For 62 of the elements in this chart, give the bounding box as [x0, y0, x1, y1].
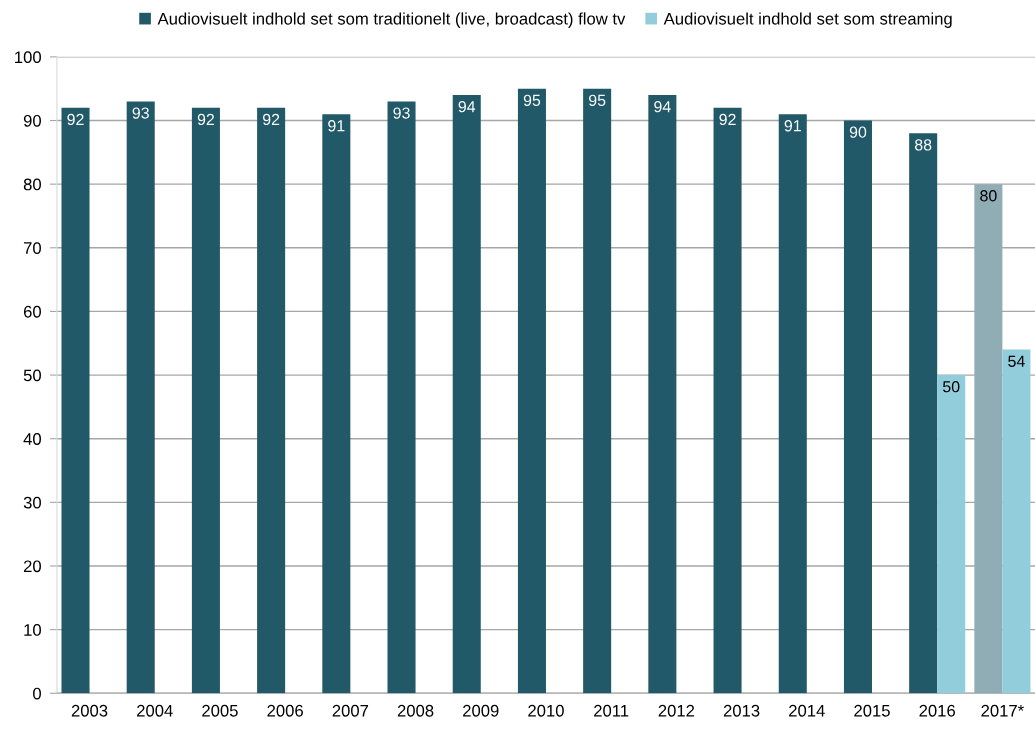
bar [974, 184, 1003, 694]
x-tick-label: 2012 [658, 704, 695, 717]
data-label: 80 [980, 190, 997, 202]
data-label: 93 [393, 107, 410, 119]
bar [452, 95, 481, 694]
legend-label: Audiovisuelt indhold set som streaming [663, 12, 952, 28]
bar [843, 120, 872, 694]
data-label: 91 [328, 120, 345, 132]
data-label: 92 [197, 113, 214, 126]
bar [61, 107, 90, 694]
y-tick-label: 60 [23, 305, 41, 318]
data-label: 92 [719, 113, 736, 126]
y-tick-label: 10 [24, 624, 41, 636]
bar [778, 114, 807, 694]
x-tick-label: 2003 [71, 704, 108, 717]
y-tick-label: 100 [15, 51, 41, 64]
bar [126, 101, 155, 694]
x-tick-label: 2007 [332, 704, 369, 717]
x-tick-label: 2011 [594, 704, 629, 717]
data-label: 88 [914, 139, 932, 151]
y-tick-label: 70 [23, 242, 41, 254]
x-tick-label: 2006 [267, 704, 303, 717]
y-tick-label: 0 [33, 687, 41, 700]
data-label: 92 [67, 113, 84, 126]
y-tick-label: 90 [23, 114, 41, 127]
y-tick-label: 30 [23, 496, 41, 509]
bar [191, 107, 220, 694]
bar [387, 101, 416, 694]
data-label: 50 [942, 381, 960, 393]
x-tick-label: 2008 [397, 704, 434, 717]
bar [583, 88, 612, 694]
bar [257, 107, 286, 694]
y-tick-label: 40 [23, 433, 41, 445]
x-tick-label: 2004 [137, 704, 173, 717]
bar [1002, 349, 1031, 694]
data-label: 54 [1008, 355, 1025, 367]
data-label: 95 [523, 94, 541, 106]
data-label: 92 [262, 113, 280, 126]
y-tick-label: 20 [23, 560, 41, 573]
bar [517, 88, 546, 694]
data-label: 90 [849, 126, 867, 138]
bar [713, 107, 742, 694]
y-tick-label: 50 [23, 369, 41, 382]
bar [322, 114, 351, 694]
x-tick-label: 2017* [981, 704, 1024, 717]
x-tick-label: 2016 [919, 704, 955, 717]
y-tick-label: 80 [23, 178, 41, 191]
x-tick-label: 2005 [202, 704, 238, 717]
x-tick-label: 2009 [463, 704, 499, 717]
legend-label: Audiovisuelt indhold set som traditionelt (live, broadcast) flow tv [157, 12, 626, 28]
x-tick-label: 2010 [528, 704, 564, 717]
x-tick-label: 2015 [854, 704, 890, 717]
x-tick-label: 2014 [789, 704, 825, 717]
data-label: 93 [132, 107, 149, 119]
data-label: 94 [654, 101, 671, 113]
bar [937, 375, 966, 694]
data-label: 91 [784, 120, 801, 132]
bar [909, 133, 938, 694]
bar [648, 95, 677, 694]
data-label: 94 [458, 101, 476, 113]
x-tick-label: 2013 [723, 704, 760, 717]
data-label: 95 [589, 94, 606, 106]
